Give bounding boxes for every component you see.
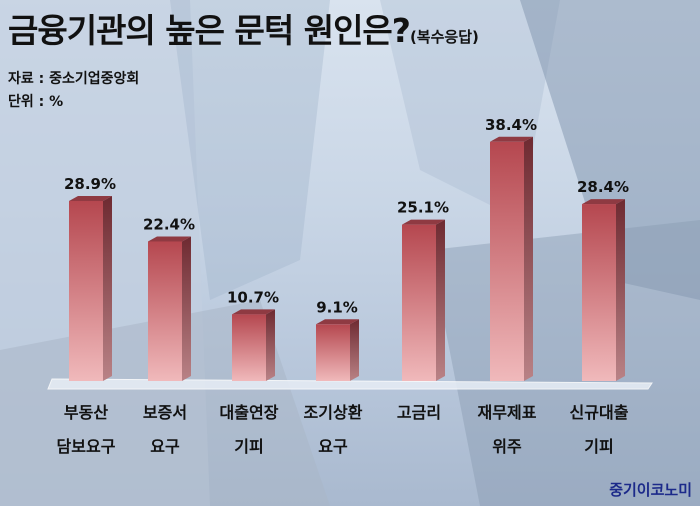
bar xyxy=(148,236,191,381)
category-label: 기피 xyxy=(584,437,613,456)
value-label: 28.4% xyxy=(577,178,629,196)
bar-side xyxy=(350,319,359,381)
bar xyxy=(490,136,533,381)
bar-top xyxy=(148,236,191,242)
chart-title: 금융기관의 높은 문턱 원인은?(복수응답) xyxy=(8,4,479,52)
bar xyxy=(69,195,112,381)
brand-logo: 중기이코노미 xyxy=(609,481,692,499)
category-label: 위주 xyxy=(492,437,522,456)
category-label: 보증서 xyxy=(143,403,187,422)
source-label: 자료 : 중소기업중앙회 xyxy=(8,71,140,87)
bar-side xyxy=(103,195,112,381)
chart-floor xyxy=(47,378,653,390)
value-label: 38.4% xyxy=(485,116,537,134)
bar-side xyxy=(266,309,275,381)
bar-front xyxy=(232,314,266,381)
bar-front xyxy=(582,204,616,381)
bar-top xyxy=(69,195,112,201)
bar-side xyxy=(182,236,191,381)
category-label: 요구 xyxy=(150,437,180,456)
bar xyxy=(232,309,275,381)
bar-group xyxy=(69,136,625,381)
category-label: 담보요구 xyxy=(57,437,116,456)
bar xyxy=(582,199,625,381)
bar xyxy=(402,219,445,381)
bar-top xyxy=(402,219,445,225)
category-label: 재무제표 xyxy=(478,403,537,422)
bar-top xyxy=(582,199,625,205)
bar-front xyxy=(490,141,524,381)
bar-front xyxy=(148,241,182,381)
category-label: 고금리 xyxy=(397,403,441,422)
unit-label: 단위 : % xyxy=(8,94,64,110)
floor-plane xyxy=(47,378,653,390)
bar-side xyxy=(524,136,533,381)
category-label: 신규대출 xyxy=(570,403,629,422)
bar-side xyxy=(616,199,625,381)
category-label: 기피 xyxy=(234,437,263,456)
title-text: 금융기관의 높은 문턱 원인은? xyxy=(8,11,411,50)
value-label: 9.1% xyxy=(316,298,358,316)
bar-front xyxy=(316,324,350,381)
value-label-group: 28.9% 22.4% 10.7% 9.1% 25.1% 38.4% 28.4% xyxy=(64,116,629,317)
bar-front xyxy=(402,224,436,381)
title-note: (복수응답) xyxy=(409,28,479,46)
bar-top xyxy=(316,319,359,325)
category-label: 부동산 xyxy=(64,403,108,422)
bar-side xyxy=(436,219,445,381)
value-label: 25.1% xyxy=(397,199,449,217)
value-label: 22.4% xyxy=(143,215,195,233)
category-label: 대출연장 xyxy=(220,403,279,422)
category-label: 요구 xyxy=(318,437,348,456)
bar xyxy=(316,319,359,381)
bar-top xyxy=(490,136,533,142)
bar-front xyxy=(69,200,103,381)
bar-top xyxy=(232,309,275,315)
value-label: 10.7% xyxy=(227,288,279,306)
value-label: 28.9% xyxy=(64,175,116,193)
category-label: 조기상환 xyxy=(304,403,363,422)
